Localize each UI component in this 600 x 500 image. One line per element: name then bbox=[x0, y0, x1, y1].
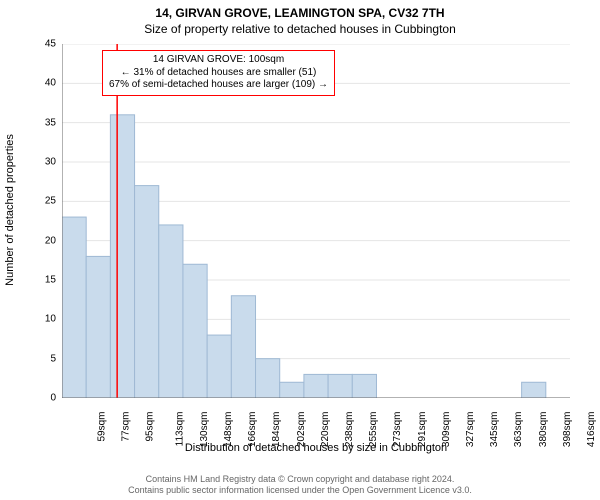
x-tick-label: 416sqm bbox=[586, 412, 597, 448]
y-tick-label: 35 bbox=[26, 117, 56, 128]
y-tick-label: 5 bbox=[26, 353, 56, 364]
plot-area bbox=[62, 44, 570, 398]
footer-line: Contains public sector information licen… bbox=[0, 485, 600, 496]
x-axis-label: Distribution of detached houses by size … bbox=[62, 442, 570, 454]
title-subtitle: Size of property relative to detached ho… bbox=[0, 20, 600, 36]
title-address: 14, GIRVAN GROVE, LEAMINGTON SPA, CV32 7… bbox=[0, 0, 600, 20]
y-tick-label: 0 bbox=[26, 393, 56, 404]
footer-line: Contains HM Land Registry data © Crown c… bbox=[0, 474, 600, 485]
annotation-line: 67% of semi-detached houses are larger (… bbox=[109, 79, 328, 92]
annotation-box: 14 GIRVAN GROVE: 100sqm ← 31% of detache… bbox=[102, 50, 335, 96]
y-tick-label: 25 bbox=[26, 196, 56, 207]
y-tick-label: 15 bbox=[26, 275, 56, 286]
y-tick-label: 10 bbox=[26, 314, 56, 325]
histogram-svg bbox=[62, 44, 570, 398]
x-tick-label: 95sqm bbox=[145, 412, 156, 442]
chart-container: 14, GIRVAN GROVE, LEAMINGTON SPA, CV32 7… bbox=[0, 0, 600, 500]
footer-attribution: Contains HM Land Registry data © Crown c… bbox=[0, 474, 600, 496]
y-axis-label: Number of detached properties bbox=[4, 134, 16, 286]
annotation-line: 14 GIRVAN GROVE: 100sqm bbox=[109, 54, 328, 67]
y-tick-label: 30 bbox=[26, 157, 56, 168]
x-tick-label: 59sqm bbox=[97, 412, 108, 442]
y-tick-label: 45 bbox=[26, 39, 56, 50]
y-tick-label: 40 bbox=[26, 78, 56, 89]
y-tick-label: 20 bbox=[26, 235, 56, 246]
x-tick-label: 77sqm bbox=[121, 412, 132, 442]
annotation-line: ← 31% of detached houses are smaller (51… bbox=[109, 67, 328, 80]
